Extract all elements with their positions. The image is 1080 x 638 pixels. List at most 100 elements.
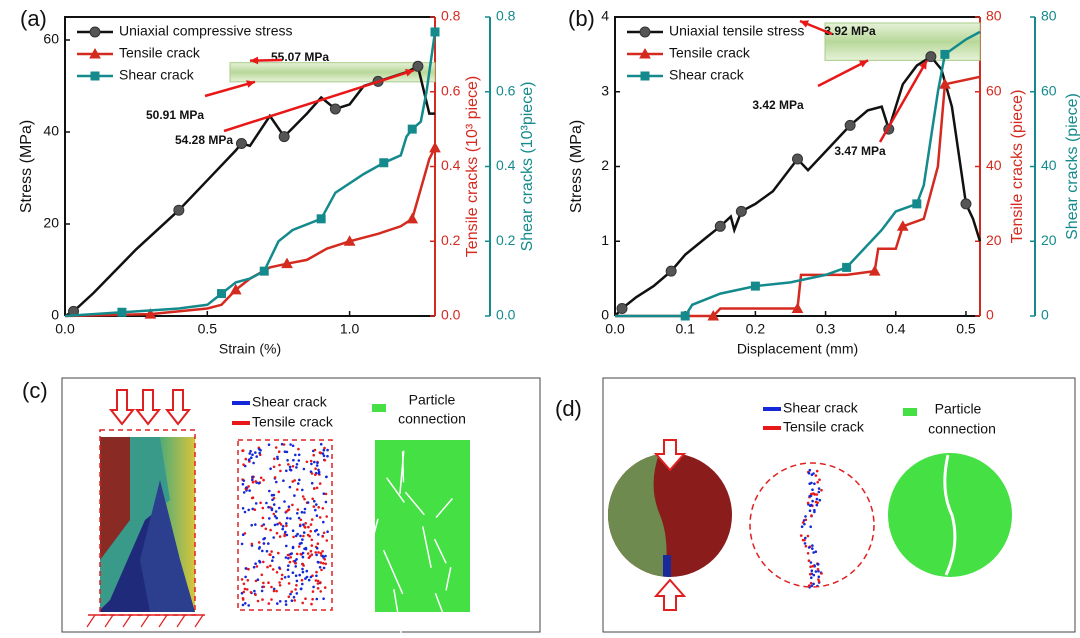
crack-dot: [251, 475, 254, 479]
panel-label: (d): [555, 396, 582, 421]
crack-dot: [295, 466, 298, 469]
crack-dot: [289, 517, 292, 520]
crack-dot: [291, 503, 294, 507]
crack-dot: [285, 469, 288, 473]
crack-dot: [243, 510, 247, 514]
crack-dot: [296, 488, 299, 491]
crack-dot: [257, 541, 261, 544]
y2-tick-label: 0.2: [441, 232, 461, 248]
legend-label: Shear crack: [119, 67, 195, 83]
crack-dot: [305, 460, 309, 464]
crack-dot: [250, 456, 253, 460]
crack-line: [404, 491, 425, 516]
crack-dot: [810, 576, 813, 579]
crack-dot: [278, 600, 282, 603]
y-tick-label: 1: [601, 232, 609, 248]
y3-tick-label: 0.8: [496, 8, 516, 24]
crack-dot: [312, 585, 315, 589]
crack-dot: [241, 603, 245, 607]
crack-dot: [799, 534, 803, 537]
specimen-d: [608, 439, 1012, 611]
crack-dot: [301, 582, 304, 586]
crack-dot: [279, 523, 283, 526]
crack-dot: [283, 576, 287, 579]
crack-dot: [275, 480, 278, 484]
crack-dot: [317, 551, 320, 554]
crack-dot: [321, 535, 325, 538]
crack-dot: [260, 524, 264, 528]
crack-dot: [259, 449, 262, 452]
crack-dot: [310, 472, 314, 475]
crack-dot: [310, 518, 314, 521]
crack-dot: [259, 476, 263, 480]
crack-dot: [300, 510, 304, 514]
crack-dot: [324, 562, 328, 566]
crack-dot: [281, 525, 285, 528]
crack-line: [445, 567, 452, 591]
crack-line: [367, 518, 379, 558]
y-tick-label: 0: [601, 307, 609, 323]
crack-dot: [322, 454, 326, 458]
panel-frame: [61, 377, 541, 633]
crack-dot: [266, 565, 269, 569]
crack-dot: [306, 501, 310, 504]
crack-dot: [306, 552, 310, 555]
legend-label: connection: [928, 421, 996, 437]
crack-dot: [323, 446, 326, 450]
marker: [278, 131, 290, 143]
crack-dot: [817, 490, 821, 494]
crack-dot: [242, 463, 245, 467]
crack-dot: [315, 570, 318, 574]
crack-dot: [291, 465, 295, 468]
marker: [912, 199, 922, 209]
crack-dot: [275, 589, 278, 593]
arrow-head: [246, 80, 255, 88]
crack-dot: [326, 454, 329, 458]
crack-dot: [818, 478, 821, 482]
crack-dot: [244, 602, 247, 605]
crack-dot: [278, 506, 281, 510]
marker: [316, 214, 326, 224]
crack-dot: [807, 546, 811, 549]
crack-dot: [315, 528, 319, 532]
legend-label: Shear crack: [669, 67, 745, 83]
y-axis-title: Stress (MPa): [568, 120, 585, 213]
arrow-head: [859, 60, 868, 68]
crack-dot: [318, 516, 322, 519]
crack-dot: [296, 508, 300, 511]
x-tick-label: 0.0: [55, 321, 75, 337]
crack-dot: [245, 486, 248, 489]
arrow-head: [919, 60, 927, 70]
crack-dot: [326, 530, 329, 533]
crack-dot: [809, 565, 812, 568]
crack-dot: [298, 542, 302, 545]
crack-dot: [324, 500, 328, 504]
crack-dot: [274, 446, 278, 449]
crack-dot: [293, 494, 296, 497]
crack-dot: [270, 507, 274, 510]
crack-dot: [248, 458, 251, 461]
crack-dot: [817, 487, 821, 490]
crack-dot: [262, 542, 266, 545]
y2-tick-label: 20: [986, 232, 1002, 248]
crack-dot: [253, 589, 256, 593]
crack-dot: [316, 542, 320, 545]
legend-label: Tensile crack: [252, 414, 334, 430]
crack-dot: [816, 562, 820, 566]
annotation: 50.91 MPa: [146, 108, 204, 122]
crack-dot: [301, 551, 305, 555]
crack-dot: [314, 551, 318, 554]
crack-dot: [287, 564, 290, 567]
crack-dot: [308, 534, 312, 538]
y-tick-label: 40: [43, 123, 59, 139]
marker: [868, 265, 881, 276]
crack-dot: [812, 573, 816, 577]
crack-dot: [241, 449, 245, 452]
crack-dot: [313, 499, 316, 503]
crack-dot: [241, 533, 245, 536]
crack-dot: [256, 578, 260, 581]
crack-dot: [804, 544, 808, 548]
crack-dot: [309, 575, 313, 579]
crack-dot: [243, 587, 247, 591]
crack-dot: [291, 545, 295, 549]
